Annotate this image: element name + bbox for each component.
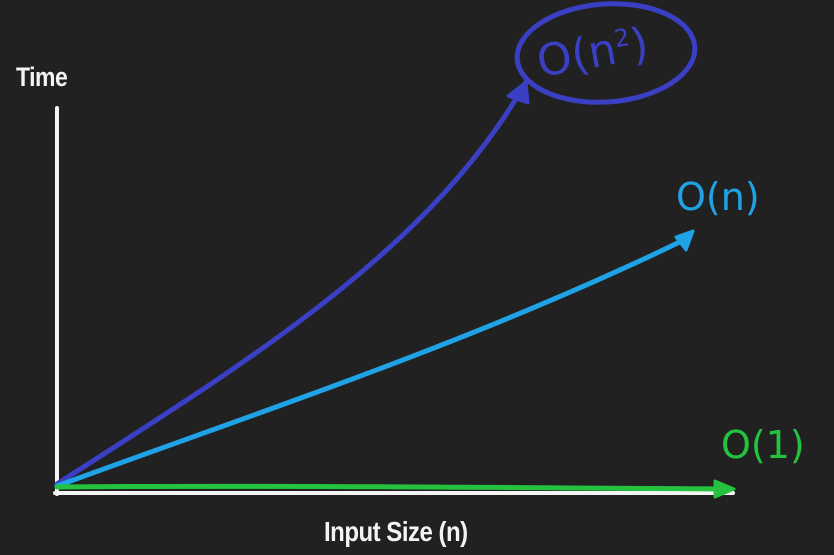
series-constant-line — [54, 483, 733, 492]
series-quadratic-line — [54, 79, 529, 487]
series-quadratic-circle — [514, 1, 698, 105]
y-axis-label: Time — [16, 62, 68, 92]
series-quadratic-label: O(n2) — [533, 18, 652, 88]
series-linear-line — [54, 234, 693, 489]
series-constant-label: O(1) — [721, 423, 805, 467]
series-constant-arrowhead — [713, 479, 736, 499]
series-linear-label: O(n) — [676, 175, 760, 219]
series-linear-arrowhead — [674, 229, 695, 252]
series-quadratic-arrowhead — [506, 80, 530, 105]
x-axis-label: Input Size (n) — [324, 517, 468, 549]
